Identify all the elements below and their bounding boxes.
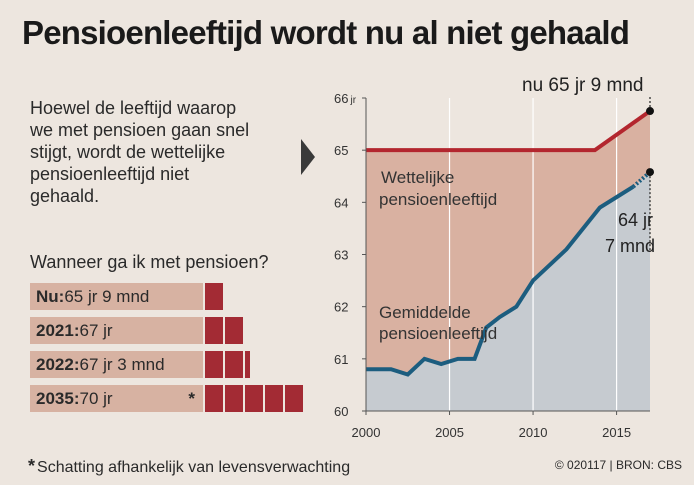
bar-label: 2035: 70 jr *	[30, 385, 203, 412]
year-block	[225, 351, 243, 378]
bar-label-rest: 67 jr 3 mnd	[79, 354, 165, 374]
year-block	[205, 317, 223, 344]
year-block	[285, 385, 303, 412]
bar-label-rest: 65 jr 9 mnd	[64, 286, 150, 306]
bar-label-bold: 2021:	[36, 320, 80, 340]
avg-age-value-label: 64 jr	[618, 210, 653, 230]
intro-line: stijgt, wordt de wettelijke	[30, 142, 226, 162]
bar-label-bold: 2035:	[36, 388, 80, 408]
legal-series-label: Wettelijke	[381, 168, 454, 187]
year-block	[225, 317, 243, 344]
year-block	[205, 351, 223, 378]
source-credit: © 020117 | BRON: CBS	[554, 458, 682, 472]
year-block	[205, 385, 223, 412]
intro-text: Hoewel de leeftijd waarop we met pensioe…	[30, 97, 300, 207]
x-tick-label: 2000	[352, 425, 381, 440]
intro-line: gehaald.	[30, 186, 100, 206]
bar-row-2021: 2021: 67 jr	[30, 317, 243, 344]
avg-end-point	[646, 168, 654, 177]
year-block	[245, 385, 263, 412]
x-tick-label: 2015	[602, 425, 631, 440]
x-tick-label: 2010	[519, 425, 548, 440]
y-tick-label: 65	[334, 143, 348, 158]
bar-blocks	[203, 317, 243, 344]
avg-series-label: Gemiddelde	[379, 303, 471, 322]
y-tick-label: 64	[334, 195, 348, 210]
avg-age-area	[366, 172, 650, 411]
avg-age-line	[366, 184, 635, 377]
arrow-right-icon	[301, 139, 315, 175]
bar-label: Nu: 65 jr 9 mnd	[30, 283, 203, 310]
estimate-asterisk: *	[188, 388, 195, 408]
bar-blocks	[203, 385, 303, 412]
legal-age-line	[366, 109, 652, 153]
y-tick-label: 61	[334, 352, 348, 367]
bar-label-rest: 70 jr	[79, 388, 113, 408]
chart-axis: 60 61 62 63 64 65 66 jr 2000 2005 2010 2015	[334, 91, 650, 440]
bar-blocks	[203, 351, 250, 378]
year-block	[245, 351, 250, 378]
legal-series-label: pensioenleeftijd	[379, 190, 497, 209]
chart-areas	[366, 111, 650, 412]
year-block	[225, 385, 243, 412]
chart-labels: nu 65 jr 9 mnd Wettelijke pensioenleefti…	[379, 75, 655, 343]
y-unit-label: jr	[349, 95, 356, 106]
year-block	[205, 283, 223, 310]
intro-line: Hoewel de leeftijd waarop	[30, 98, 237, 118]
year-block	[265, 385, 283, 412]
y-tick-label: 63	[334, 248, 348, 263]
intro-line: we met pensioen gaan snel	[30, 120, 250, 140]
y-tick-label: 60	[334, 404, 348, 419]
bar-label-bold: Nu:	[36, 286, 65, 306]
y-tick-label: 66 jr	[334, 91, 357, 106]
x-tick-label: 2005	[435, 425, 464, 440]
chart-lines	[366, 95, 654, 377]
bar-row-2022: 2022: 67 jr 3 mnd	[30, 351, 250, 378]
question-heading: Wanneer ga ik met pensioen?	[30, 252, 269, 272]
bar-row-2035: 2035: 70 jr *	[30, 385, 303, 412]
avg-series-label: pensioenleeftijd	[379, 324, 497, 343]
footnote: * Schatting afhankelijk van levensverwach…	[28, 456, 350, 477]
y-tick-label: 62	[334, 300, 348, 315]
page-title: Pensioenleeftijd wordt nu al niet gehaal…	[22, 14, 630, 51]
bar-label: 2021: 67 jr	[30, 317, 203, 344]
bar-blocks	[203, 283, 223, 310]
current-legal-age-label: nu 65 jr 9 mnd	[522, 75, 643, 96]
bar-row-now: Nu: 65 jr 9 mnd	[30, 283, 223, 310]
bar-label-rest: 67 jr	[79, 320, 113, 340]
footnote-marker: *	[28, 456, 36, 476]
intro-line: pensioenleeftijd niet	[30, 164, 190, 184]
bar-label: 2022: 67 jr 3 mnd	[30, 351, 203, 378]
footnote-text: Schatting afhankelijk van levensverwacht…	[37, 459, 351, 476]
bar-label-bold: 2022:	[36, 354, 80, 374]
legal-end-point	[646, 107, 654, 116]
avg-age-value-label: 7 mnd	[605, 236, 655, 256]
